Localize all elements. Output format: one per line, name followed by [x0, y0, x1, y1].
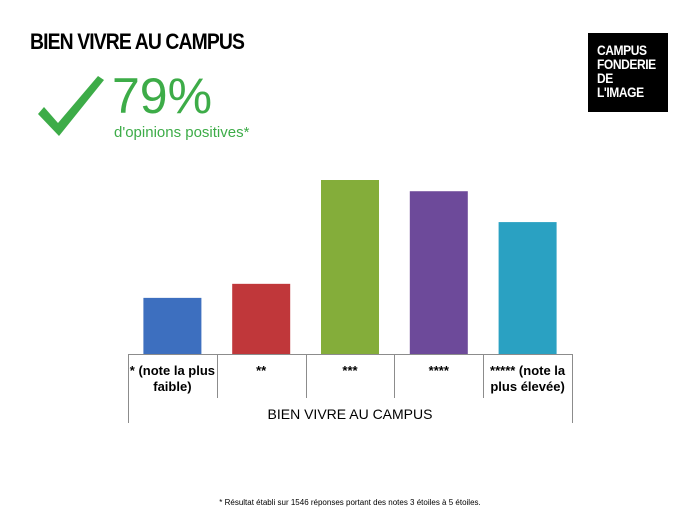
- bar-1: [143, 297, 202, 354]
- logo-line-1: CAMPUS: [597, 42, 647, 58]
- logo-line-2: FONDERIE: [597, 56, 656, 72]
- category-label-3: ***: [342, 363, 358, 378]
- page-title: BIEN VIVRE AU CAMPUS: [30, 29, 245, 54]
- axis-frame: [128, 354, 573, 423]
- campus-logo: CAMPUS FONDERIE DE L'IMAGE: [588, 33, 668, 112]
- kpi-value: 79%: [112, 68, 213, 124]
- bar-4: [409, 191, 468, 354]
- kpi-label: d'opinions positives*: [114, 124, 250, 141]
- bar-2: [232, 283, 291, 354]
- category-label-2: **: [256, 363, 267, 378]
- bar-series: [143, 180, 557, 354]
- logo-line-4: L'IMAGE: [597, 84, 644, 100]
- x-axis-title: BIEN VIVRE AU CAMPUS: [267, 406, 433, 422]
- footnote: * Résultat établi sur 1546 réponses port…: [219, 498, 481, 507]
- category-label-1: * (note la plus faible): [129, 363, 216, 394]
- logo-line-3: DE: [597, 70, 613, 86]
- checkmark-icon: [38, 76, 104, 136]
- category-label-4: ****: [428, 363, 449, 378]
- category-label-5: ***** (note la plus élevée): [490, 363, 566, 394]
- bar-3: [321, 180, 379, 354]
- bar-5: [498, 222, 557, 354]
